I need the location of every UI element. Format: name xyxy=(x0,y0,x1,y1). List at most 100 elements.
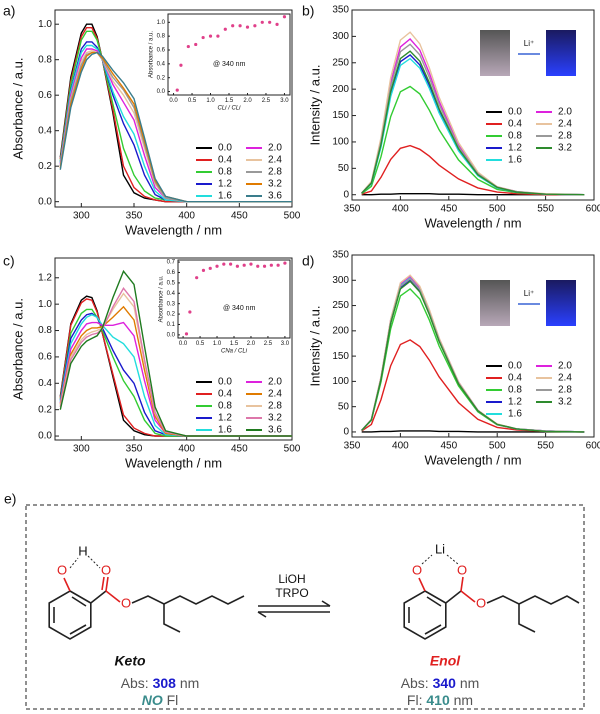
scheme: e) O H O O LiOH TRPO xyxy=(4,491,585,710)
inset-point xyxy=(262,264,267,268)
legend-label: 0.0 xyxy=(218,377,232,388)
keto-fl: NO Fl xyxy=(142,692,179,708)
series-line xyxy=(59,30,292,203)
x-axis-label: Wavelength / nm xyxy=(424,215,521,230)
atom: O xyxy=(57,562,67,577)
x-tick-label: 300 xyxy=(73,211,90,222)
atom: O xyxy=(121,595,131,610)
enol-abs: Abs: 340 nm xyxy=(401,675,480,691)
legend-label: 1.2 xyxy=(218,413,232,424)
y-tick-label: 1.0 xyxy=(157,20,166,26)
x-tick-label: 550 xyxy=(537,204,554,215)
inset-point xyxy=(216,34,220,38)
inset-point xyxy=(222,262,226,266)
legend-label: 3.2 xyxy=(558,397,572,408)
abs-prefix: Abs: xyxy=(121,675,153,691)
series-line xyxy=(361,85,585,196)
abs-unit: nm xyxy=(456,675,479,691)
legend-label: 1.6 xyxy=(508,155,522,166)
fl-suffix: Fl xyxy=(163,692,179,708)
legend-label: 2.8 xyxy=(558,385,572,396)
legend-label: 2.0 xyxy=(268,143,282,154)
plot-frame xyxy=(54,257,293,441)
legend-label: 3.6 xyxy=(268,191,282,202)
x-axis-label: Wavelength / nm xyxy=(125,222,222,237)
inset-point xyxy=(283,261,287,265)
series-line xyxy=(361,280,585,433)
inset-point xyxy=(269,263,273,267)
y-tick-label: 0.4 xyxy=(167,291,176,297)
series-line xyxy=(59,298,292,437)
y-tick-label: 100 xyxy=(332,376,349,387)
series-line xyxy=(361,339,585,433)
legend-label: 0.8 xyxy=(508,385,522,396)
y-tick-label: 350 xyxy=(332,250,349,261)
panel-label: e) xyxy=(4,491,16,507)
series-line xyxy=(59,27,292,203)
x-tick-label: 300 xyxy=(73,444,90,455)
x-tick-label: 400 xyxy=(178,444,195,455)
inset-x-label: CNa / CLi xyxy=(221,349,248,355)
x-tick-label: 600 xyxy=(586,204,600,215)
inset-point xyxy=(249,262,253,266)
plot-frame xyxy=(167,13,291,96)
legend-label: 0.8 xyxy=(508,131,522,142)
abs-value: 308 xyxy=(153,675,177,691)
legend-label: 1.6 xyxy=(508,409,522,420)
inset-point xyxy=(175,88,179,92)
plot-frame xyxy=(351,254,595,438)
abs-unit: nm xyxy=(176,675,199,691)
vial-photo xyxy=(546,30,576,76)
x-tick-label: 500 xyxy=(489,204,506,215)
y-tick-label: 0.2 xyxy=(38,404,52,415)
series-line xyxy=(361,50,585,196)
legend-label: 0.4 xyxy=(508,373,522,384)
y-tick-label: 100 xyxy=(332,137,349,148)
series-line xyxy=(59,44,292,203)
y-tick-label: 350 xyxy=(332,5,349,16)
series-line xyxy=(361,144,585,196)
series-line xyxy=(59,51,292,203)
legend-label: 0.4 xyxy=(218,389,232,400)
legend-label: 2.8 xyxy=(268,167,282,178)
y-tick-label: 50 xyxy=(338,163,350,174)
chart-panel: 300 350 400 450 500 0.0 0.2 0.4 0.6 0.8 1.0 1.2 c) Wa… xyxy=(3,253,301,471)
x-axis-label: Wavelength / nm xyxy=(125,455,222,470)
enol-name: Enol xyxy=(430,653,461,669)
x-tick-label: 450 xyxy=(231,444,248,455)
inset-point xyxy=(275,22,279,26)
legend-label: 1.2 xyxy=(218,179,232,190)
x-tick-label: 1.0 xyxy=(213,341,222,347)
x-tick-label: 0.5 xyxy=(188,98,197,104)
vial-photo xyxy=(480,280,510,326)
legend-label: 2.0 xyxy=(268,377,282,388)
legend-label: 0.8 xyxy=(218,401,232,412)
legend-label: 2.4 xyxy=(558,373,572,384)
y-tick-label: 0.0 xyxy=(38,196,52,207)
panel-label: d) xyxy=(302,253,314,269)
y-tick-label: 0.4 xyxy=(38,125,52,136)
atom: O xyxy=(476,595,486,610)
y-tick-label: 0.4 xyxy=(157,61,166,67)
keto-name: Keto xyxy=(114,653,146,669)
series-line xyxy=(59,287,292,437)
series-line xyxy=(59,269,292,437)
inset-point xyxy=(242,263,246,267)
y-tick-label: 250 xyxy=(332,300,349,311)
legend-label: 2.8 xyxy=(268,401,282,412)
inset-point xyxy=(223,27,227,31)
series-line xyxy=(59,51,292,203)
legend-label: 0.0 xyxy=(508,107,522,118)
keto-abs: Abs: 308 nm xyxy=(121,675,200,691)
reagent: TRPO xyxy=(275,586,308,600)
y-tick-label: 0 xyxy=(343,427,349,438)
y-tick-label: 0.0 xyxy=(38,431,52,442)
inset-point xyxy=(201,268,206,272)
x-tick-label: 600 xyxy=(586,441,600,452)
charts: 300 350 400 450 5000.00.20.40.60.81.0a)Wavel… xyxy=(3,3,600,471)
legend-label: 1.2 xyxy=(508,397,522,408)
atom: O xyxy=(101,562,111,577)
fl-value: 410 xyxy=(426,692,450,708)
x-tick-label: 500 xyxy=(489,441,506,452)
inset-point xyxy=(188,310,192,314)
